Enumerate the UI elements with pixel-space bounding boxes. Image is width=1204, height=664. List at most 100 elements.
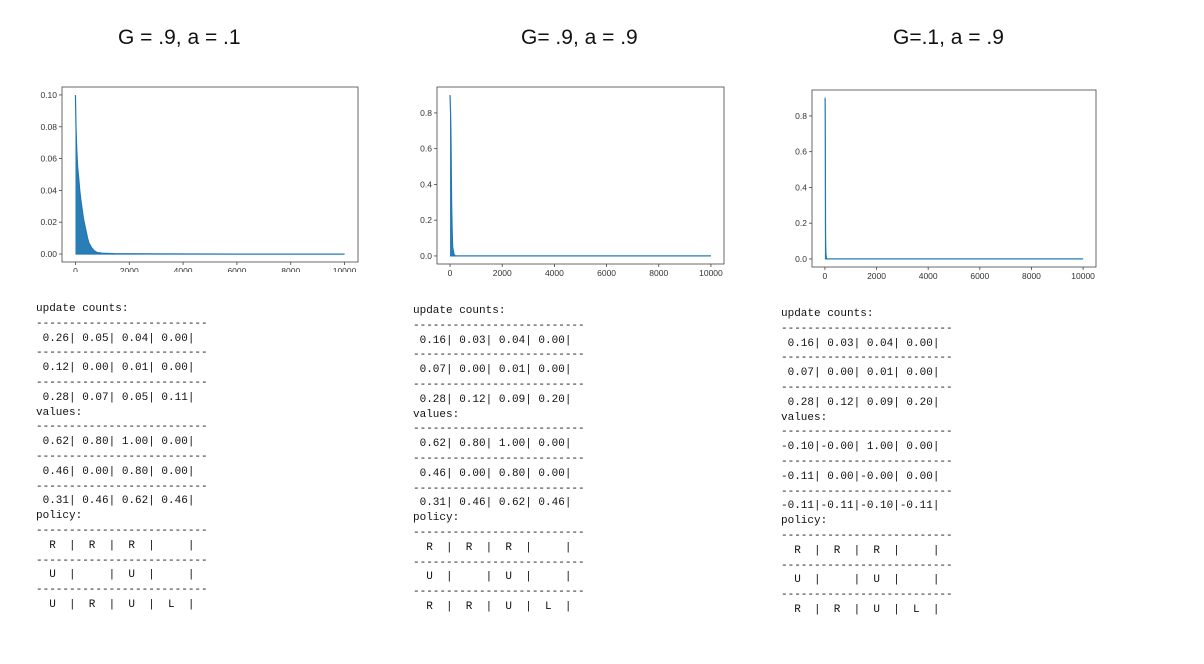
console-line: -------------------------- xyxy=(781,426,953,439)
console-line: -------------------------- xyxy=(781,455,953,468)
x-tick-label: 6000 xyxy=(597,268,616,278)
console-line: -------------------------- xyxy=(413,586,585,599)
console-line: -------------------------- xyxy=(781,381,953,394)
console-line: -------------------------- xyxy=(36,524,208,537)
console-line: 0.28| 0.12| 0.09| 0.20| xyxy=(781,396,940,409)
console-line: 0.31| 0.46| 0.62| 0.46| xyxy=(36,495,195,508)
console-line: 0.07| 0.00| 0.01| 0.00| xyxy=(781,367,940,380)
panel-3-heading: G=.1, a = .9 xyxy=(893,26,1004,49)
console-line: -------------------------- xyxy=(36,450,208,463)
console-line: policy: xyxy=(781,515,828,528)
console-line: -------------------------- xyxy=(781,485,953,498)
y-tick-label: 0.02 xyxy=(40,217,57,227)
y-tick-label: 0.00 xyxy=(40,249,57,259)
console-line: -0.11|-0.11|-0.10|-0.11| xyxy=(781,500,940,513)
x-tick-label: 10000 xyxy=(1071,271,1095,281)
console-line: policy: xyxy=(413,512,460,525)
console-line: 0.28| 0.12| 0.09| 0.20| xyxy=(413,393,572,406)
x-tick-label: 8000 xyxy=(1022,271,1041,281)
console-line: R | R | R | | xyxy=(36,539,195,552)
y-tick-label: 0.4 xyxy=(795,182,807,192)
x-tick-label: 2000 xyxy=(493,268,512,278)
console-line: 0.12| 0.00| 0.01| 0.00| xyxy=(36,362,195,375)
y-tick-label: 0.0 xyxy=(795,254,807,264)
console-line: -------------------------- xyxy=(781,322,953,335)
y-tick-label: 0.4 xyxy=(420,179,432,189)
x-tick-label: 0 xyxy=(823,271,828,281)
console-line: -------------------------- xyxy=(781,589,953,602)
x-tick-label: 8000 xyxy=(281,266,300,272)
console-line: -------------------------- xyxy=(781,529,953,542)
plot-frame xyxy=(811,89,1097,268)
console-line: 0.46| 0.00| 0.80| 0.00| xyxy=(36,465,195,478)
x-tick-label: 2000 xyxy=(120,266,139,272)
console-line: -------------------------- xyxy=(413,319,585,332)
console-line: U | | U | | xyxy=(36,569,195,582)
console-line: R | R | R | | xyxy=(413,541,572,554)
y-tick-label: 0.10 xyxy=(40,90,57,100)
console-line: -------------------------- xyxy=(413,482,585,495)
y-tick-label: 0.2 xyxy=(420,215,432,225)
console-line: 0.62| 0.80| 1.00| 0.00| xyxy=(413,438,572,451)
console-line: policy: xyxy=(36,510,83,523)
console-line: -------------------------- xyxy=(781,559,953,572)
console-line: 0.16| 0.03| 0.04| 0.00| xyxy=(413,334,572,347)
console-line: 0.28| 0.07| 0.05| 0.11| xyxy=(36,391,195,404)
console-line: 0.26| 0.05| 0.04| 0.00| xyxy=(36,332,195,345)
console-line: values: xyxy=(413,408,460,421)
console-line: R | R | R | | xyxy=(781,544,940,557)
x-tick-label: 8000 xyxy=(649,268,668,278)
chart-3-svg: 0.0 0.2 0.4 0.6 0.8 0 2000 4000 6000 8000 10000 xyxy=(795,89,1097,281)
console-line: U | R | U | L | xyxy=(36,598,195,611)
y-tick-label: 0.08 xyxy=(40,122,57,132)
panel-3-console-output: update counts: --------------------------… xyxy=(781,307,953,618)
console-line: -------------------------- xyxy=(413,349,585,362)
console-line: 0.16| 0.03| 0.04| 0.00| xyxy=(781,337,940,350)
plot-frame xyxy=(61,86,359,263)
y-tick-label: 0.8 xyxy=(795,111,807,121)
console-line: -------------------------- xyxy=(413,423,585,436)
console-line: -------------------------- xyxy=(36,347,208,360)
x-tick-label: 0 xyxy=(448,268,453,278)
console-line: 0.31| 0.46| 0.62| 0.46| xyxy=(413,497,572,510)
x-tick-label: 6000 xyxy=(227,266,246,272)
console-line: values: xyxy=(781,411,828,424)
console-line: 0.62| 0.80| 1.00| 0.00| xyxy=(36,436,195,449)
console-line: -------------------------- xyxy=(413,556,585,569)
panel-2-heading: G= .9, a = .9 xyxy=(521,26,638,49)
x-tick-label: 4000 xyxy=(545,268,564,278)
y-tick-label: 0.8 xyxy=(420,108,432,118)
series-line xyxy=(449,95,711,257)
console-line: -------------------------- xyxy=(413,526,585,539)
x-tick-label: 10000 xyxy=(699,268,723,278)
console-line: -------------------------- xyxy=(36,421,208,434)
console-line: R | R | U | L | xyxy=(781,603,940,616)
series-line xyxy=(824,97,1084,260)
console-line: -0.11| 0.00|-0.00| 0.00| xyxy=(781,470,940,483)
console-line: -0.10|-0.00| 1.00| 0.00| xyxy=(781,441,940,454)
console-line: -------------------------- xyxy=(36,317,208,330)
y-tick-label: 0.06 xyxy=(40,154,57,164)
x-tick-label: 2000 xyxy=(867,271,886,281)
y-tick-label: 0.0 xyxy=(420,251,432,261)
console-line: -------------------------- xyxy=(36,376,208,389)
console-line: -------------------------- xyxy=(781,352,953,365)
console-line: 0.07| 0.00| 0.01| 0.00| xyxy=(413,364,572,377)
console-line: -------------------------- xyxy=(36,480,208,493)
chart-1-svg: 0.00 0.02 0.04 0.06 0.08 0.10 0 2000 4000 6000 800… xyxy=(40,86,359,272)
y-tick-label: 0.6 xyxy=(420,144,432,154)
console-line: update counts: xyxy=(413,305,506,317)
console-line: R | R | U | L | xyxy=(413,600,572,613)
y-tick-label: 0.2 xyxy=(795,218,807,228)
x-tick-label: 10000 xyxy=(333,266,357,272)
console-line: update counts: xyxy=(781,308,874,320)
x-tick-label: 0 xyxy=(73,266,78,272)
y-tick-label: 0.6 xyxy=(795,147,807,157)
console-line: -------------------------- xyxy=(36,554,208,567)
y-tick-label: 0.04 xyxy=(40,185,57,195)
console-line: -------------------------- xyxy=(413,452,585,465)
console-line: 0.46| 0.00| 0.80| 0.00| xyxy=(413,467,572,480)
console-line: -------------------------- xyxy=(36,584,208,597)
console-line: values: xyxy=(36,406,83,419)
plot-frame xyxy=(436,86,725,265)
